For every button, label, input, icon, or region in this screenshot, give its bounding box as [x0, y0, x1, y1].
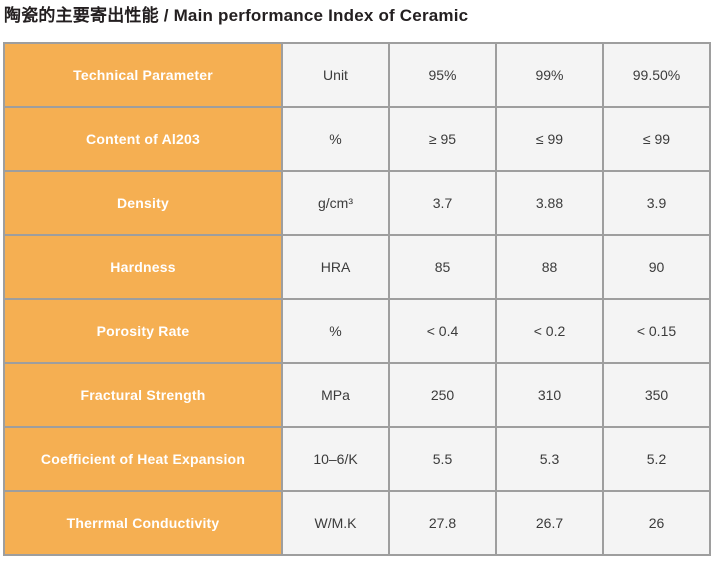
value-cell: 250 [388, 362, 497, 428]
parameter-cell: Technical Parameter [3, 42, 283, 108]
value-cell: 99.50% [602, 42, 711, 108]
value-cell: g/cm³ [281, 170, 390, 236]
value-cell: < 0.2 [495, 298, 604, 364]
page-title: 陶瓷的主要寄出性能 / Main performance Index of Ce… [4, 6, 469, 25]
value-cell: < 0.15 [602, 298, 711, 364]
parameter-cell: Coefficient of Heat Expansion [3, 426, 283, 492]
value-cell: 5.5 [388, 426, 497, 492]
value-cell: ≤ 99 [495, 106, 604, 172]
value-cell: 27.8 [388, 490, 497, 556]
parameter-cell: Porosity Rate [3, 298, 283, 364]
value-cell: 90 [602, 234, 711, 300]
parameter-cell: Density [3, 170, 283, 236]
value-cell: HRA [281, 234, 390, 300]
table-row: Hardness HRA 85 88 90 [3, 234, 711, 300]
value-cell: < 0.4 [388, 298, 497, 364]
value-cell: 350 [602, 362, 711, 428]
value-cell: 5.2 [602, 426, 711, 492]
table-body: Technical Parameter Unit 95% 99% 99.50% Conte… [3, 42, 711, 556]
value-cell: 85 [388, 234, 497, 300]
value-cell: MPa [281, 362, 390, 428]
table-row: Coefficient of Heat Expansion 10–6/K 5.5 5.… [3, 426, 711, 492]
table-row: Technical Parameter Unit 95% 99% 99.50% [3, 42, 711, 108]
table-row: Density g/cm³ 3.7 3.88 3.9 [3, 170, 711, 236]
value-cell: 10–6/K [281, 426, 390, 492]
value-cell: 3.7 [388, 170, 497, 236]
value-cell: Unit [281, 42, 390, 108]
parameter-cell: Fractural Strength [3, 362, 283, 428]
table-row: Therrmal Conductivity W/M.K 27.8 26.7 26 [3, 490, 711, 556]
value-cell: ≥ 95 [388, 106, 497, 172]
parameter-cell: Content of Al203 [3, 106, 283, 172]
value-cell: 26 [602, 490, 711, 556]
ceramic-performance-table: Technical Parameter Unit 95% 99% 99.50% Conte… [3, 42, 711, 556]
value-cell: 88 [495, 234, 604, 300]
value-cell: 99% [495, 42, 604, 108]
table-row: Content of Al203% ≥ 95 ≤ 99 ≤ 99 [3, 106, 711, 172]
table-row: Porosity Rate% < 0.4 < 0.2 < 0.15 [3, 298, 711, 364]
value-cell: 95% [388, 42, 497, 108]
value-cell: % [281, 106, 390, 172]
value-cell: W/M.K [281, 490, 390, 556]
value-cell: % [281, 298, 390, 364]
value-cell: 3.9 [602, 170, 711, 236]
value-cell: ≤ 99 [602, 106, 711, 172]
parameter-cell: Therrmal Conductivity [3, 490, 283, 556]
parameter-cell: Hardness [3, 234, 283, 300]
value-cell: 5.3 [495, 426, 604, 492]
value-cell: 3.88 [495, 170, 604, 236]
value-cell: 26.7 [495, 490, 604, 556]
value-cell: 310 [495, 362, 604, 428]
table-row: Fractural Strength MPa 250 310 350 [3, 362, 711, 428]
